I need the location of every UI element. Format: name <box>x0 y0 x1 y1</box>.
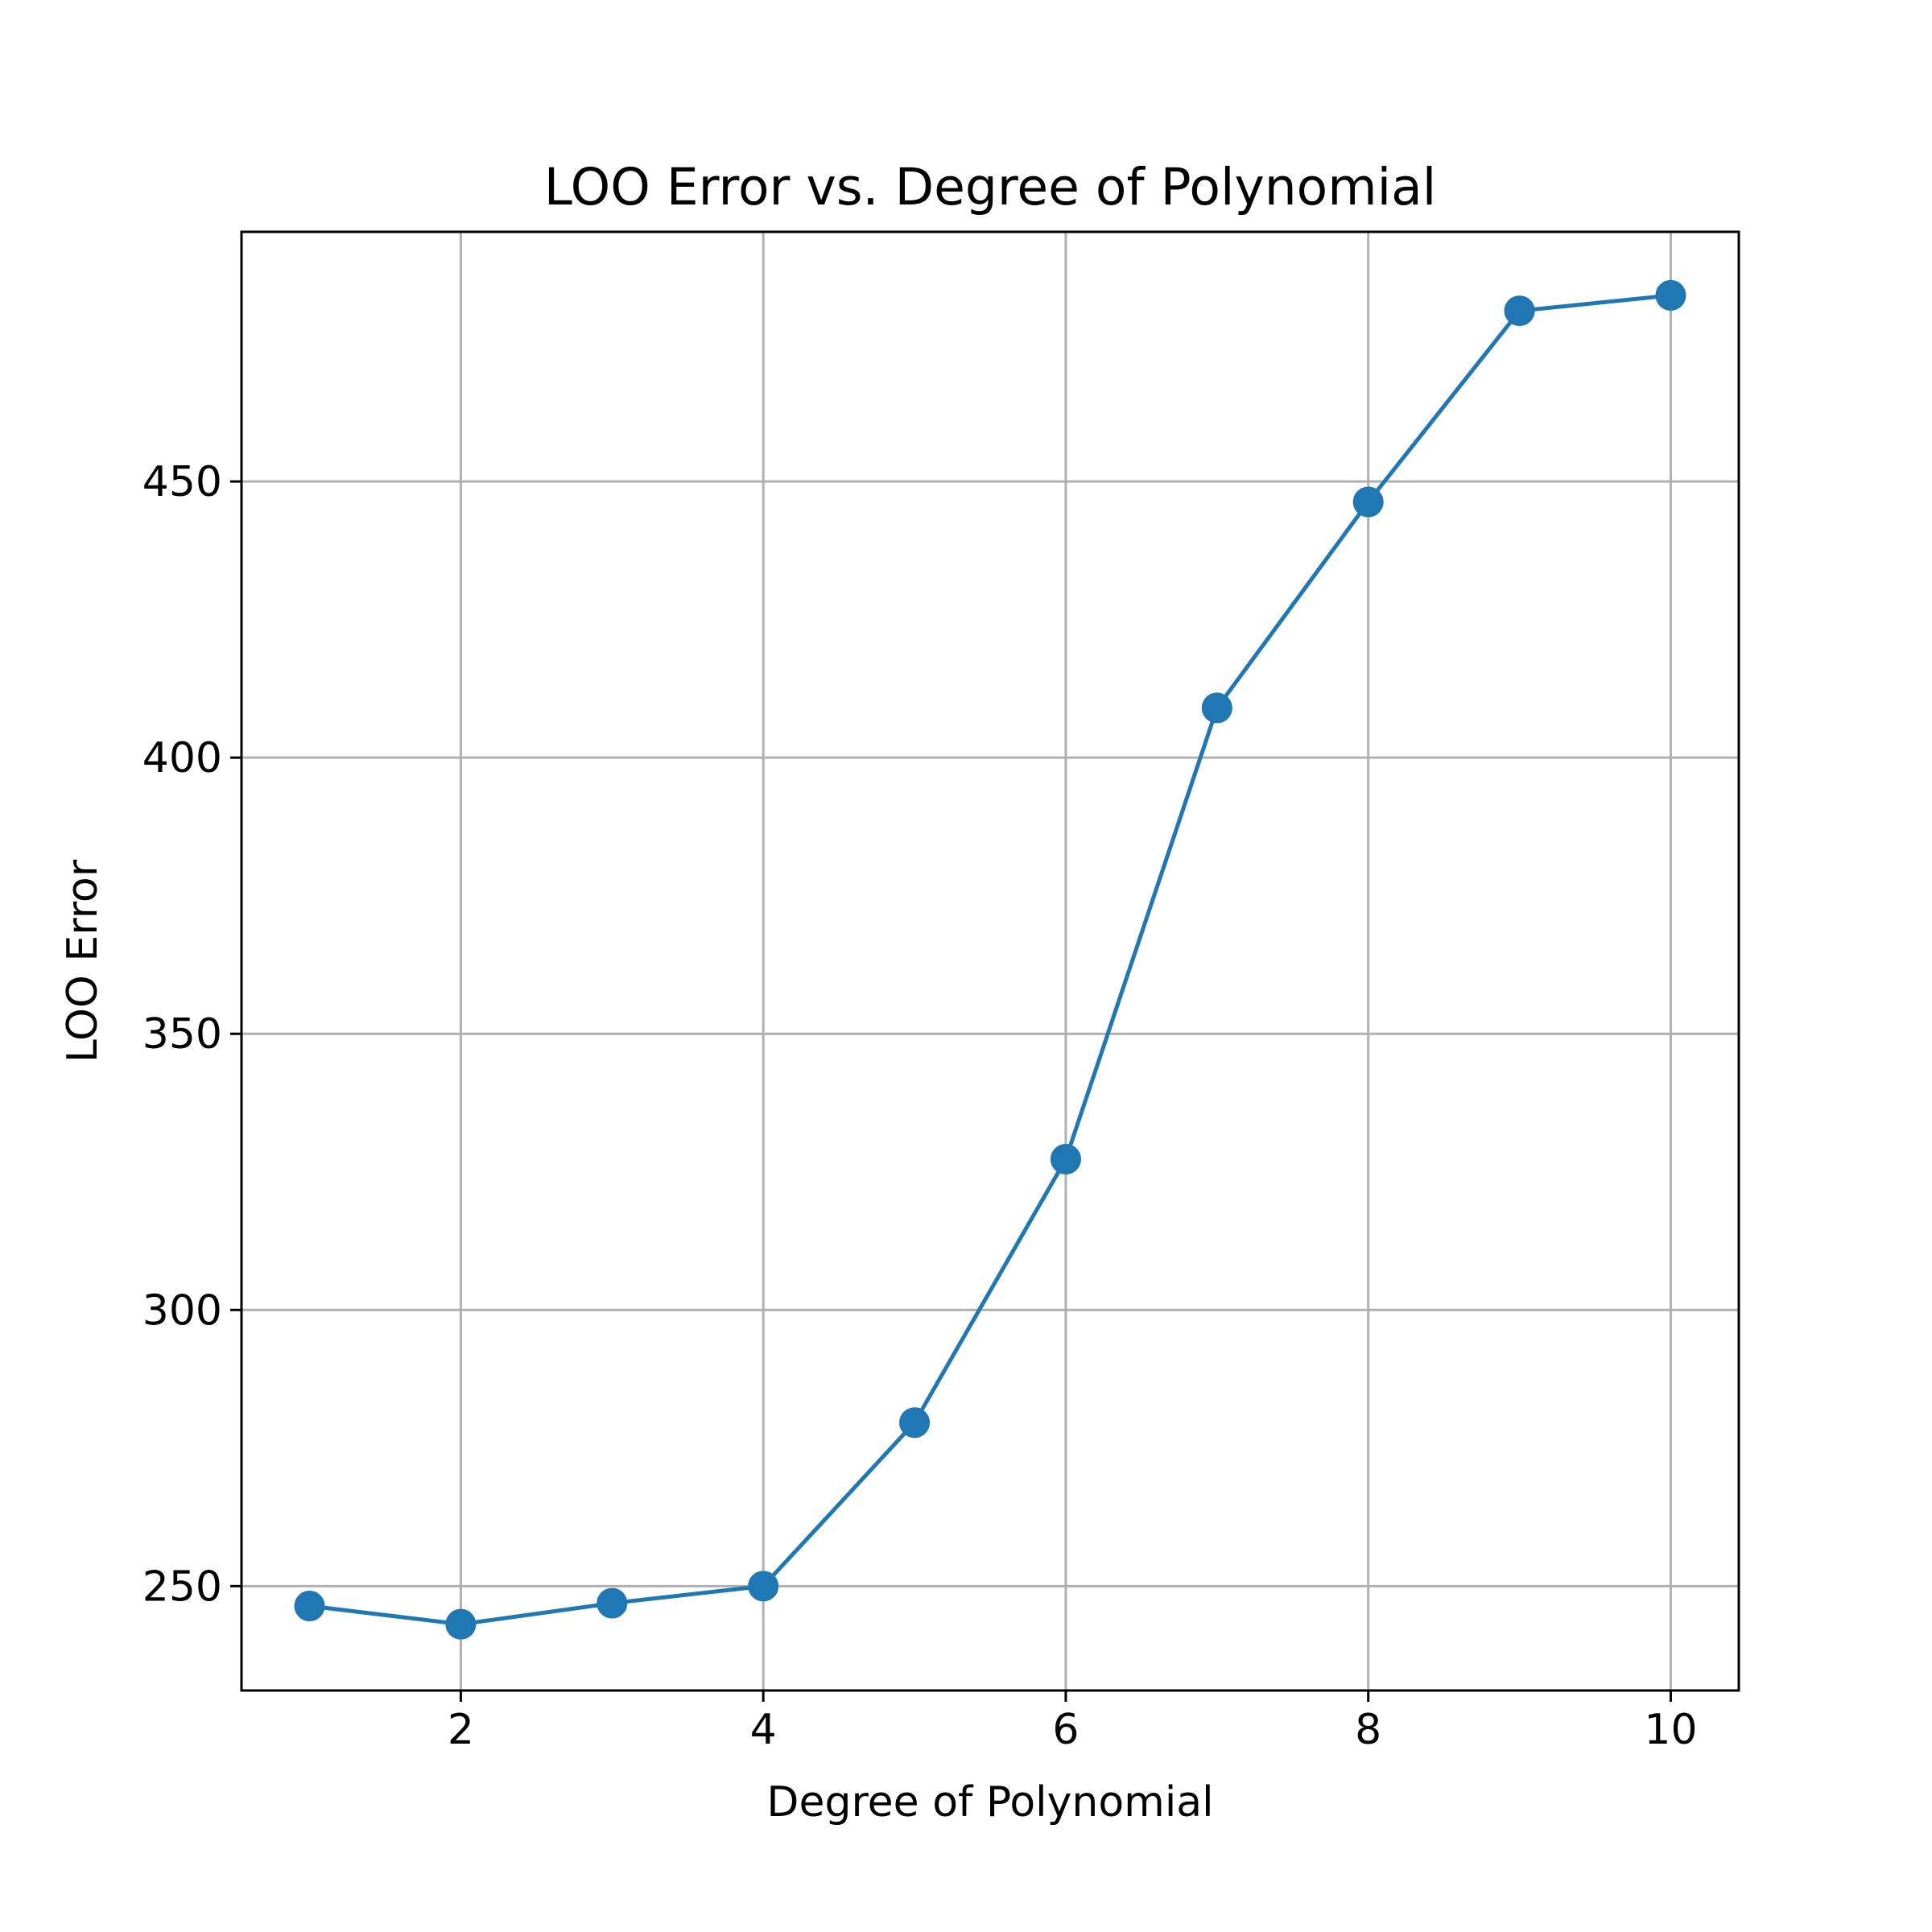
x-tick-label: 2 <box>448 1706 474 1754</box>
plot-area-background <box>242 232 1739 1690</box>
series-layer <box>294 279 1686 1640</box>
plot-area-frame <box>240 230 1740 1692</box>
data-point <box>1655 279 1686 311</box>
data-point <box>1504 295 1535 327</box>
y-tick-label: 300 <box>142 1286 222 1335</box>
ticks: 2 4 6 8 10 250 300 350 400 450 <box>142 458 1698 1754</box>
x-tick-label: 6 <box>1052 1706 1079 1754</box>
data-point <box>294 1591 325 1622</box>
y-tick-label: 350 <box>142 1010 222 1059</box>
series-line <box>307 293 1674 1627</box>
x-tick-label: 8 <box>1355 1706 1381 1754</box>
grid <box>242 232 1739 1690</box>
data-point <box>1050 1143 1081 1174</box>
data-point <box>748 1571 779 1602</box>
data-point <box>1352 486 1384 518</box>
data-point <box>899 1407 931 1439</box>
y-tick-label: 250 <box>142 1563 222 1611</box>
data-point <box>597 1587 628 1619</box>
data-point <box>445 1608 477 1640</box>
x-tick-label: 10 <box>1644 1706 1697 1754</box>
y-axis-label: LOO Error <box>59 859 107 1063</box>
chart-title: LOO Error vs. Degree of Polynomial <box>544 158 1436 217</box>
x-tick-label: 4 <box>750 1706 777 1754</box>
y-tick-label: 400 <box>142 734 222 782</box>
y-tick-label: 450 <box>142 458 222 506</box>
x-axis-label: Degree of Polynomial <box>766 1778 1213 1827</box>
data-point <box>1201 692 1232 724</box>
